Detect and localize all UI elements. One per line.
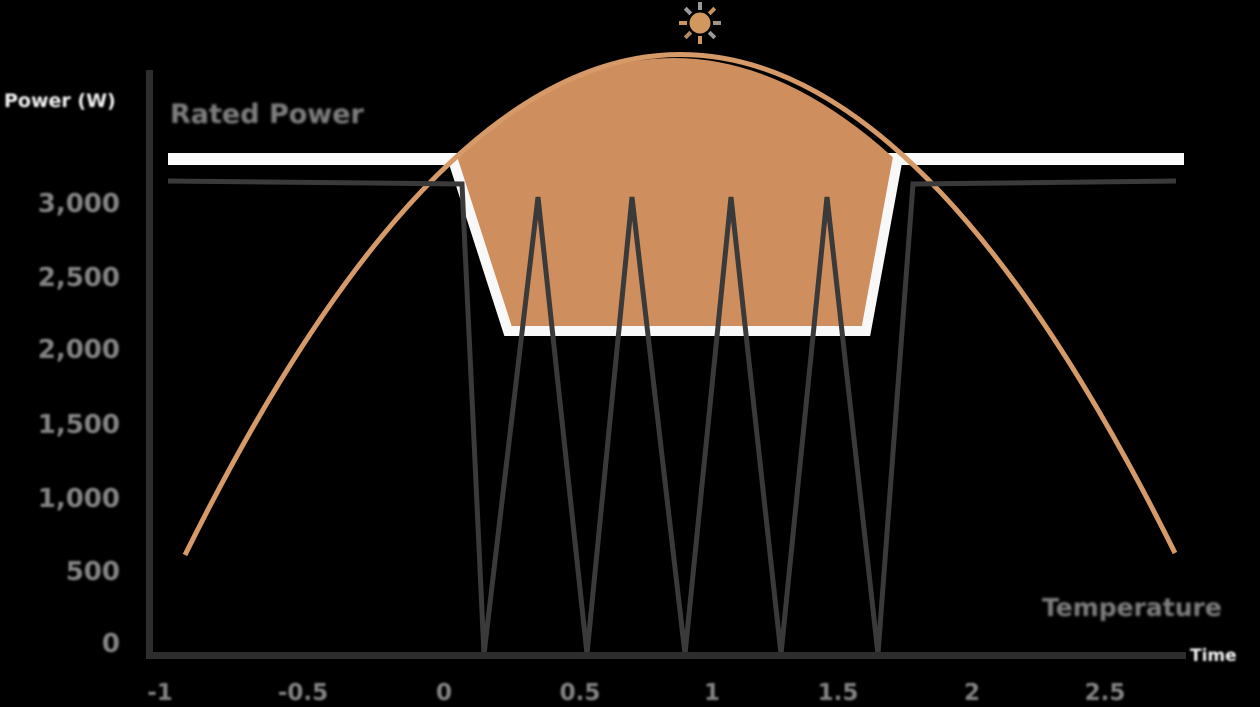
- y-tick-label: 2,500: [38, 263, 120, 293]
- y-tick-label: 3,000: [38, 189, 120, 219]
- x-tick-label: 2.5: [1085, 680, 1126, 706]
- solar-power-curve: [182, 52, 1178, 557]
- x-tick-label: 2: [964, 680, 980, 706]
- temperature-label: Temperature: [1042, 593, 1222, 622]
- x-tick-label: 1: [704, 680, 720, 706]
- x-axis-line: [146, 652, 1186, 659]
- x-axis-title: Time: [1190, 646, 1237, 666]
- x-tick-label: 0: [436, 680, 452, 706]
- x-tick-label: -0.5: [278, 680, 328, 706]
- region-white-border: [447, 155, 903, 336]
- x-tick-label: 1.5: [818, 680, 859, 706]
- sun-icon: [679, 2, 721, 44]
- clipped-energy-region-fill: [452, 57, 898, 332]
- y-tick-label: 500: [66, 557, 120, 587]
- x-tick-label: -1: [147, 680, 173, 706]
- y-tick-label: 1,500: [38, 410, 120, 440]
- y-tick-label: 0: [102, 629, 120, 659]
- y-axis-title: Power (W): [4, 90, 116, 112]
- x-tick-label: 0.5: [560, 680, 601, 706]
- y-axis-line: [146, 70, 153, 658]
- y-tick-label: 1,000: [38, 484, 120, 514]
- rated-power-label: Rated Power: [170, 99, 365, 130]
- y-tick-label: 2,000: [38, 335, 120, 365]
